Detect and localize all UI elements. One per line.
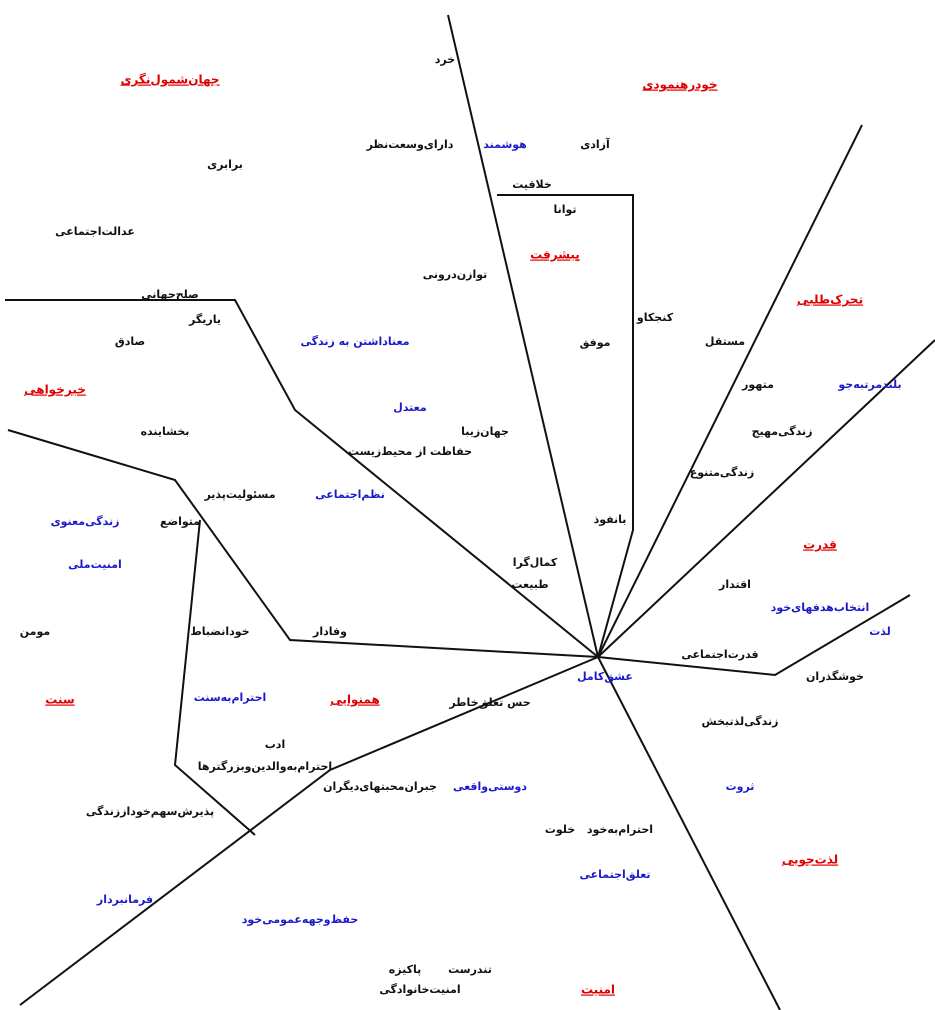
boundary [5, 300, 598, 657]
value-label: حفظ‌وجهه‌عمومی‌خود [242, 913, 359, 926]
boundary [175, 520, 255, 835]
value-label: بخشاینده [141, 425, 190, 438]
value-label: امنیت‌ملی [68, 558, 122, 571]
value-label: پاکیزه [389, 963, 421, 976]
region-label: تحرک‌طلبی [797, 293, 863, 307]
value-label: پذیرش‌سهم‌خود‌از‌زندگی [86, 805, 214, 818]
value-label: دوستی‌واقعی [453, 780, 527, 793]
value-label: اقتدار [718, 578, 751, 591]
value-label: آزادی [580, 137, 610, 151]
boundary [20, 657, 598, 1005]
region-label: جهان‌شمول‌نگری [120, 73, 219, 88]
value-label: متهور [741, 378, 774, 391]
value-label: توازن‌درونی [423, 268, 488, 281]
region-label: امنیت [581, 983, 615, 997]
value-label: نظم‌اجتماعی [315, 488, 385, 501]
value-label: توانا [553, 203, 576, 216]
value-label: خوشگذران [806, 670, 864, 683]
value-label: عشق‌کامل [577, 670, 633, 683]
value-label: بانفوذ [594, 513, 627, 526]
value-label: حفاظت از محیط‌زیست [348, 445, 472, 458]
values-map: جهان‌شمول‌نگری خودرهنمودی پیشرفت تحرک‌طلبی خ… [0, 0, 935, 1010]
value-label: معتدل [393, 401, 426, 414]
value-label: خودانضباط [190, 625, 249, 638]
value-label: کنجکاو [636, 311, 674, 324]
value-label: لذت [869, 625, 891, 638]
value-label: وفادار [312, 625, 347, 638]
value-label: متواضع [160, 515, 200, 528]
value-label: حس تعلق‌خاطر [448, 696, 530, 709]
region-label: همنوایی [330, 693, 380, 708]
value-label: مسئولیت‌پذیر [203, 488, 275, 501]
value-label: ثروت [726, 780, 755, 793]
value-label: قدرت‌اجتماعی [681, 648, 758, 661]
value-label: زندگی‌متنوع [690, 466, 755, 479]
value-label: امنیت‌خانوادگی [379, 983, 460, 996]
region-label: خودرهنمودی [642, 78, 717, 93]
value-label: مستقل [705, 335, 745, 348]
value-label: جهان‌زیبا [461, 425, 509, 438]
value-label: دارای‌وسعت‌نظر [366, 138, 454, 151]
labels: جهان‌شمول‌نگری خودرهنمودی پیشرفت تحرک‌طلبی خ… [20, 53, 902, 997]
value-label: هوشمند [483, 138, 527, 151]
value-label: انتخاب‌هدفهای‌خود [771, 601, 870, 614]
value-label: عدالت‌اجتماعی [55, 225, 135, 238]
value-label: موفق [580, 336, 611, 349]
value-label: احترام‌به‌خود [587, 823, 653, 836]
value-label: احترام‌به‌والدین‌وبزرگترها [198, 760, 332, 773]
value-label: زندگی‌معنوی [51, 515, 120, 528]
value-label: خلاقیت [512, 178, 552, 191]
value-label: برابری [207, 158, 243, 171]
value-label: تندرست [448, 963, 492, 976]
value-label: احترام‌به‌سنت [194, 691, 267, 704]
value-label: تعلق‌اجتماعی [579, 868, 650, 881]
value-label: جبران‌محبتهای‌دیگران [323, 780, 437, 793]
value-label: زندگی‌لذتبخش [702, 715, 779, 728]
value-label: بلندمرتبه‌جو [837, 378, 901, 391]
value-label: فرمانبردار [96, 893, 153, 906]
value-label: ادب [265, 738, 285, 751]
value-label: معنا‌داشتن به زندگی [300, 335, 409, 348]
value-label: زندگی‌مهیج [752, 425, 813, 438]
value-label: کمال‌گرا [513, 556, 558, 569]
region-label: قدرت [803, 538, 837, 552]
region-label: خیرخواهی [24, 383, 86, 398]
value-label: مومن [20, 625, 50, 638]
boundary [8, 430, 598, 657]
value-label: صادق [115, 335, 145, 348]
value-label: طبیعت [511, 578, 548, 591]
value-label: یاریگر [188, 313, 221, 326]
region-label: پیشرفت [530, 248, 580, 262]
value-label: خلوت [545, 823, 575, 836]
region-label: سنت [45, 693, 74, 707]
value-label: خرد [435, 53, 455, 66]
region-label: لذت‌جویی [782, 853, 838, 868]
value-label: صلح‌جهانی [141, 288, 199, 301]
